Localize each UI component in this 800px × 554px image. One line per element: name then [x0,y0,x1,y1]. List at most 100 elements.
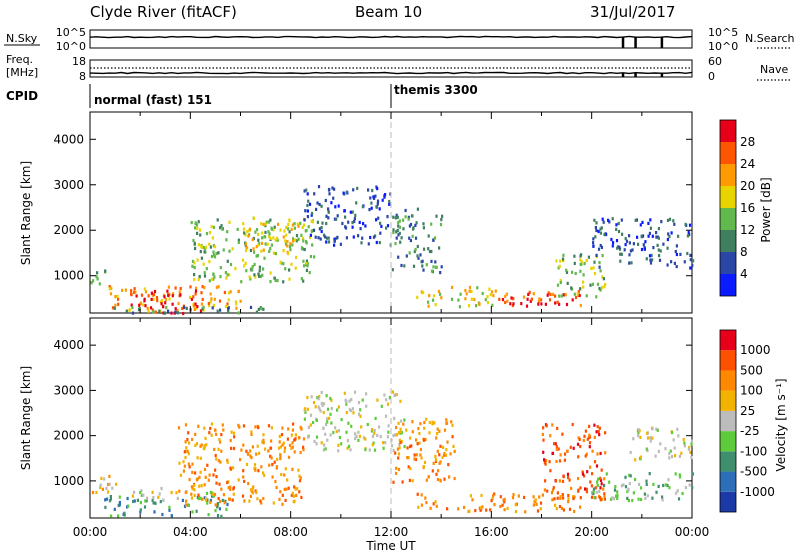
range-cell [244,244,247,248]
range-cell [337,204,340,208]
range-cell [348,399,351,403]
range-cell [328,416,331,420]
range-cell [475,304,478,308]
range-cell [638,482,641,486]
range-cell [413,249,416,254]
range-cell [644,240,647,244]
range-cell [313,192,316,196]
range-cell [257,238,260,242]
range-cell [388,395,392,400]
range-cell [272,251,275,255]
range-cell [391,268,394,272]
range-cell [622,483,625,487]
range-cell [392,448,395,452]
range-cell [291,445,294,449]
range-cell [284,267,287,271]
range-cell [412,264,416,268]
velocity-colorbar-tick: 100 [740,384,763,398]
range-cell [547,291,550,295]
range-cell [615,239,619,243]
range-cell [634,477,637,482]
range-cell [213,447,216,451]
range-cell [170,514,173,518]
range-cell [398,446,401,450]
range-cell [328,187,331,192]
range-cell [288,230,291,234]
range-cell [300,277,303,281]
range-cell [206,501,209,505]
range-cell [310,229,313,233]
range-cell [635,218,638,222]
range-cell [356,186,359,190]
range-cell [213,297,216,301]
range-cell [637,497,640,501]
colorbar-segment [720,330,736,351]
range-cell [111,486,114,490]
range-cell [425,501,428,505]
range-cell [648,472,651,476]
range-cell [408,251,411,255]
range-cell [631,498,634,503]
range-cell [666,263,669,267]
range-cell [360,425,363,429]
range-cell [555,259,558,263]
range-cell [225,276,228,280]
range-cell [661,498,664,502]
range-cell [438,453,441,457]
range-cell [109,495,112,499]
range-cell [400,431,403,435]
range-cell [187,462,190,466]
range-cell [208,242,211,246]
range-cell [114,295,117,299]
range-cell [243,264,246,268]
range-cell [525,304,529,308]
range-cell [209,500,212,504]
range-cell [255,245,258,249]
range-cell [655,231,658,235]
range-cell [629,450,632,455]
range-cell [286,239,289,244]
range-cell [396,447,399,451]
range-cell [140,493,143,497]
range-cell [96,277,99,281]
range-cell [658,258,662,262]
range-cell [176,496,179,500]
range-cell [203,496,206,500]
range-cell [662,242,665,246]
colorbar-frame [719,329,737,513]
range-cell [510,296,513,300]
range-cell [283,487,286,491]
range-cell [176,311,180,315]
range-cell [352,235,355,239]
range-cell [261,273,264,277]
range-cell [264,222,267,226]
range-cell [190,221,193,225]
range-cell [289,443,292,447]
range-cell [647,221,650,225]
range-cell [216,502,219,506]
range-cell [108,482,111,486]
range-cell [425,263,428,267]
range-cell [574,295,578,300]
range-cell [227,298,230,302]
range-cell [639,455,642,459]
x-tick-label: 00:00 [675,525,710,539]
range-cell [542,438,545,442]
range-cell [506,506,509,510]
range-cell [594,486,597,490]
range-cell [417,427,420,431]
range-cell [357,412,361,416]
range-cell [270,426,273,430]
range-cell [244,233,247,237]
range-cell [435,472,438,476]
range-cell [598,489,601,493]
range-cell [225,507,228,511]
range-cell [593,460,597,464]
range-cell [135,294,138,298]
range-cell [536,509,540,513]
range-cell [149,306,153,310]
range-cell [684,222,687,226]
range-cell [634,218,637,222]
range-cell [567,493,570,498]
range-cell [160,302,163,306]
